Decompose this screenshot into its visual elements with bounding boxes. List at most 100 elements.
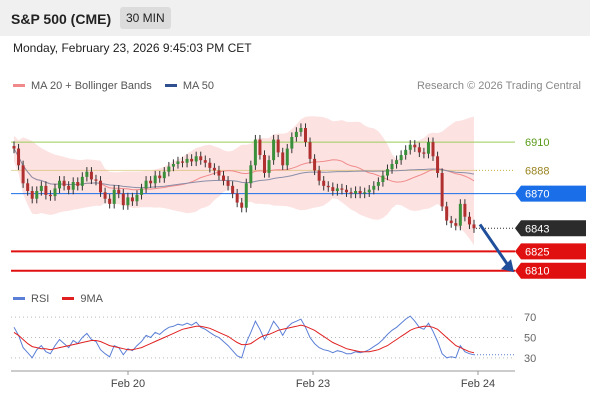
candle-body <box>80 176 84 186</box>
candle-body <box>53 188 57 197</box>
level-6810-tag-label: 6810 <box>525 266 549 278</box>
candle <box>235 188 239 208</box>
candle <box>217 165 221 181</box>
candle <box>385 164 389 181</box>
candle-body <box>190 158 194 162</box>
candle <box>436 151 440 178</box>
candle <box>372 181 376 195</box>
candle <box>212 163 216 176</box>
trend-arrow-annotation <box>478 223 514 273</box>
candle <box>322 176 326 191</box>
candle <box>331 182 335 196</box>
arrow-shaft <box>478 223 512 269</box>
candle-body <box>313 158 317 171</box>
candle-body <box>185 158 189 163</box>
candle-body <box>458 203 462 226</box>
candle <box>162 167 166 183</box>
rsi-panel: 70 50 30 <box>11 312 536 365</box>
candle <box>317 165 321 186</box>
candle <box>249 160 253 188</box>
candle-body <box>317 170 321 181</box>
candle <box>181 156 185 168</box>
candle-body <box>171 164 175 167</box>
legend-9ma: 9MA <box>62 293 103 305</box>
candle <box>176 156 180 169</box>
candle <box>463 199 467 222</box>
candle-body <box>285 148 289 166</box>
candle-body <box>262 155 266 173</box>
legend-ma50-label: MA 50 <box>182 80 215 92</box>
legend-rsi-label: RSI <box>31 293 50 305</box>
candle <box>445 201 449 226</box>
candle-body <box>126 197 130 206</box>
candle <box>358 186 362 199</box>
candle-body <box>89 171 93 180</box>
candle-body <box>140 188 144 195</box>
candle-body <box>181 161 185 163</box>
level-6910-label: 6910 <box>525 137 549 149</box>
candle <box>422 147 426 159</box>
legend-ma20-label: MA 20 + Bollinger Bands <box>31 80 152 92</box>
candle-body <box>395 160 399 164</box>
candle-body <box>290 137 294 149</box>
candle <box>171 159 175 172</box>
candle <box>85 167 89 182</box>
candle-body <box>26 183 30 191</box>
level-6888-label: 6888 <box>525 165 549 177</box>
copyright-note: Research © 2026 Trading Central <box>416 80 581 92</box>
candle <box>153 170 157 188</box>
legend-ma50-swatch <box>164 83 177 87</box>
candle-body <box>249 165 253 184</box>
candle-body <box>112 189 116 204</box>
candle <box>144 176 148 194</box>
candle <box>203 155 207 168</box>
candle-body <box>390 164 394 170</box>
candle <box>108 194 112 209</box>
candle-body <box>413 144 417 148</box>
candle-body <box>467 216 471 225</box>
candle-body <box>199 156 203 161</box>
timeframe-button[interactable]: 30 MIN <box>120 7 171 29</box>
rsi-tick-30: 30 <box>524 353 536 365</box>
candle-body <box>203 160 207 163</box>
candle-body <box>212 167 216 171</box>
candle-body <box>367 189 371 193</box>
candle <box>262 150 266 178</box>
candle-body <box>194 156 198 162</box>
candle-body <box>281 152 285 166</box>
price-level-tags: 6910 6888 6870 6843 6825 6810 <box>515 137 586 279</box>
candle-body <box>48 194 52 197</box>
candle <box>285 143 289 170</box>
arrow-head <box>501 259 514 273</box>
candle <box>80 172 84 191</box>
candle <box>112 185 116 209</box>
timestamp: Monday, February 23, 2026 9:45:03 PM CET <box>13 41 252 55</box>
candle-body <box>226 180 230 186</box>
candle <box>208 158 212 173</box>
candle-body <box>167 166 171 172</box>
candle <box>290 132 294 154</box>
candle-body <box>76 182 80 186</box>
candle <box>376 177 380 191</box>
candle-body <box>431 142 435 157</box>
candle <box>30 186 34 204</box>
candle-body <box>35 191 39 199</box>
candle <box>276 134 280 158</box>
level-6825-tag-label: 6825 <box>525 246 549 258</box>
candle-body <box>385 169 389 176</box>
candle <box>381 170 385 187</box>
candle <box>458 199 462 231</box>
candle <box>222 170 226 186</box>
candle-body <box>340 188 344 190</box>
candle <box>94 174 98 186</box>
candle <box>308 137 312 164</box>
candle-body <box>308 142 312 159</box>
candle <box>281 147 285 170</box>
candle <box>253 134 257 170</box>
candle <box>194 151 198 167</box>
candle-body <box>231 185 235 194</box>
candle-body <box>276 139 280 153</box>
candle <box>431 137 435 161</box>
candle-body <box>399 155 403 161</box>
rsi-series-rsi <box>13 315 475 359</box>
